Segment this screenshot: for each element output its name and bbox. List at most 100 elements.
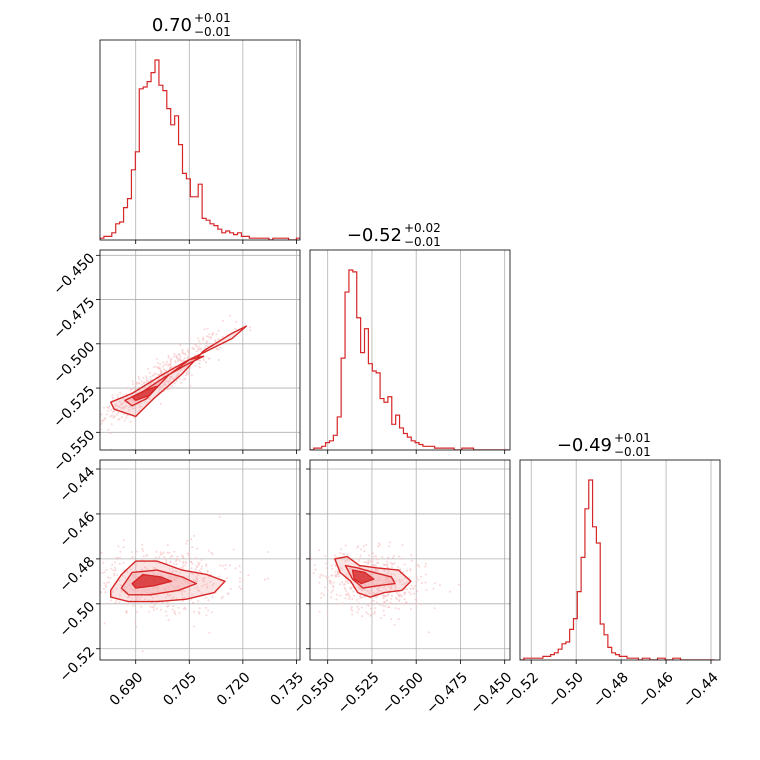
scatter-point [120,590,123,593]
scatter-point [206,583,209,586]
scatter-point [356,605,359,608]
scatter-point [188,552,191,555]
scatter-point [367,562,370,565]
scatter-point [167,356,170,359]
scatter-point [141,650,144,653]
scatter-point [208,333,211,336]
scatter-point [318,581,321,584]
scatter-point [377,591,379,594]
scatter-point [104,417,107,420]
scatter-point [159,553,162,556]
scatter-point [371,603,374,606]
scatter-point [133,407,135,410]
scatter-point [104,584,107,586]
scatter-point [91,419,93,421]
title-median: −0.49 [557,435,612,456]
scatter-point [122,546,125,549]
scatter-point [190,374,193,377]
scatter-point [168,378,171,381]
scatter-point [341,552,344,555]
scatter-point [119,391,122,394]
scatter-point [168,366,171,369]
scatter-point [163,364,166,367]
scatter-point [240,587,242,590]
scatter-point [163,557,166,560]
scatter-point [409,587,412,590]
scatter-point [130,587,133,590]
scatter-point [439,584,441,587]
scatter-point [119,400,121,403]
scatter-point [360,606,363,609]
scatter-point [345,593,347,596]
scatter-point [193,534,196,537]
scatter-point [408,591,411,594]
scatter-point [157,374,160,377]
scatter-point [209,580,212,583]
scatter-point [188,592,190,595]
scatter-point [181,351,184,354]
scatter-point [345,590,347,592]
scatter-point [343,553,346,556]
scatter-point [157,391,160,394]
scatter-point [374,607,377,609]
scatter-point [405,601,408,604]
scatter-point [420,582,423,585]
scatter-point [346,553,349,556]
scatter-point [163,374,166,377]
scatter-point [147,385,150,387]
scatter-point [362,595,365,598]
scatter-point [130,557,133,560]
panel-title: −0.52 +0.02−0.01 [347,221,441,249]
scatter-point [125,405,128,407]
scatter-point [204,361,207,364]
scatter-point [109,432,112,435]
scatter-point [356,585,359,588]
scatter-point [336,570,339,573]
scatter-point [379,586,382,588]
scatter-point [121,402,124,405]
scatter-point [119,589,122,592]
scatter-point [344,544,347,547]
scatter-point [150,592,152,595]
scatter-point [172,355,175,358]
scatter-point [181,589,184,592]
scatter-point [155,607,158,610]
scatter-point [171,555,174,558]
scatter-point [122,539,125,542]
scatter-point [167,585,170,588]
scatter-point [153,372,156,375]
scatter-point [346,580,349,583]
scatter-point [318,549,321,552]
scatter-point [420,575,423,578]
scatter-point [112,416,115,419]
scatter-point [319,573,322,576]
scatter-point [162,361,165,364]
scatter-point [179,355,182,358]
scatter-point [183,357,186,360]
scatter-point [171,571,174,574]
scatter-point [187,373,190,376]
scatter-point [94,423,96,425]
scatter-point [137,376,140,378]
scatter-point [391,580,394,583]
scatter-point [91,421,93,423]
scatter-point [110,423,113,426]
scatter-point [175,560,177,562]
histogram-line [310,269,509,450]
scatter-point [165,561,168,564]
scatter-point [177,606,180,609]
scatter-point [198,345,200,348]
scatter-point [387,579,390,582]
panel-2-2: −0.52 −0.50 −0.48 −0.46 −0.44−0.49 +0.01−0.01 [500,431,721,711]
scatter-point [149,605,152,608]
scatter-point [164,596,167,599]
scatter-point [234,567,237,570]
x-tick-label: −0.50 [545,669,587,711]
scatter-point [164,602,167,605]
scatter-point [449,590,451,593]
scatter-point [389,561,392,564]
scatter-point [387,572,390,574]
scatter-point [238,565,241,568]
scatter-point [105,585,107,588]
axes-frame [309,459,511,661]
